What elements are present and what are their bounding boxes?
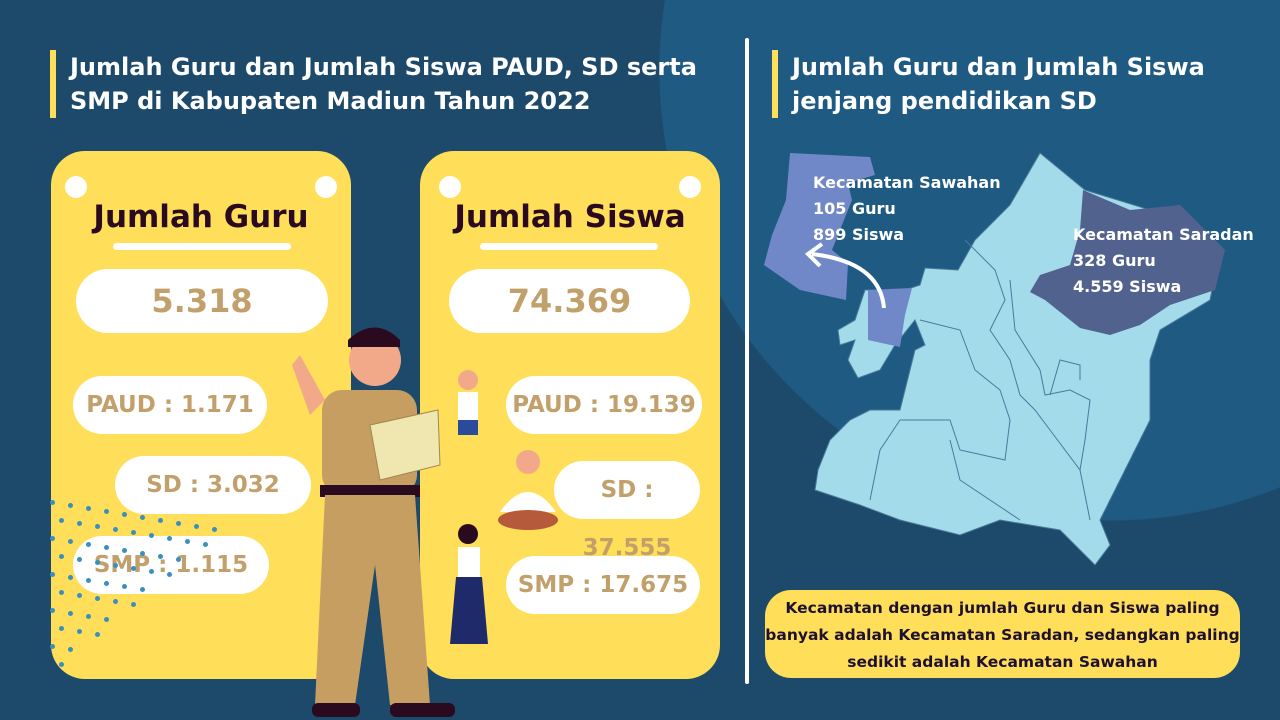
dot: [185, 539, 190, 544]
dot: [113, 563, 118, 568]
siswa-smp: SMP : 17.675: [506, 556, 700, 614]
dot: [68, 647, 73, 652]
siswa-heading: Jumlah Siswa: [454, 199, 686, 235]
sawahan-region-part: [868, 288, 912, 347]
dot: [77, 557, 82, 562]
dot: [95, 560, 100, 565]
dot: [68, 539, 73, 544]
dot: [122, 512, 127, 517]
dot: [68, 575, 73, 580]
card-hole: [315, 176, 337, 198]
siswa-paud: PAUD : 19.139: [506, 376, 702, 434]
dot: [104, 545, 109, 550]
guru-total: 5.318: [76, 269, 328, 333]
saradan-name: Kecamatan Saradan: [1073, 225, 1254, 244]
dot: [50, 608, 55, 613]
left-title: Jumlah Guru dan Jumlah Siswa PAUD, SD se…: [50, 50, 710, 118]
saradan-guru: 328 Guru: [1073, 251, 1156, 270]
sawahan-siswa: 899 Siswa: [813, 225, 905, 244]
dot: [50, 644, 55, 649]
dot: [149, 569, 154, 574]
dot: [158, 518, 163, 523]
dot: [131, 566, 136, 571]
dot: [50, 500, 55, 505]
dot: [77, 593, 82, 598]
divider: [745, 38, 749, 684]
dot: [140, 515, 145, 520]
dot: [176, 557, 181, 562]
dot: [59, 590, 64, 595]
dot: [77, 521, 82, 526]
card-hole: [439, 176, 461, 198]
heading-underline: [113, 243, 291, 250]
dot: [95, 632, 100, 637]
arrow-head-icon: [804, 242, 824, 268]
dot: [104, 617, 109, 622]
dot: [113, 599, 118, 604]
dot: [95, 596, 100, 601]
guru-sd: SD : 3.032: [115, 456, 311, 514]
dot: [167, 536, 172, 541]
student-illustrations: [450, 370, 558, 644]
guru-paud: PAUD : 1.171: [73, 376, 267, 434]
dot: [149, 533, 154, 538]
dot: [104, 581, 109, 586]
saradan-siswa: 4.559 Siswa: [1073, 277, 1182, 296]
guru-heading: Jumlah Guru: [93, 199, 309, 235]
dot: [86, 578, 91, 583]
dot: [176, 521, 181, 526]
dot: [104, 509, 109, 514]
arrow-icon: [811, 252, 886, 309]
dot: [77, 629, 82, 634]
saradan-region: [1030, 190, 1225, 335]
dot: [131, 530, 136, 535]
dot: [86, 614, 91, 619]
summary-note: Kecamatan dengan jumlah Guru dan Siswa p…: [765, 590, 1240, 678]
guru-card: Jumlah Guru 5.318 PAUD : 1.171 SD : 3.03…: [51, 151, 351, 679]
siswa-total: 74.369: [449, 269, 690, 333]
dot: [194, 524, 199, 529]
dot: [86, 506, 91, 511]
dot: [59, 662, 64, 667]
sawahan-name: Kecamatan Sawahan: [813, 173, 1001, 192]
right-title: Jumlah Guru dan Jumlah Siswa jenjang pen…: [772, 50, 1232, 118]
dot: [59, 518, 64, 523]
sawahan-guru: 105 Guru: [813, 199, 896, 218]
heading-underline: [480, 243, 658, 250]
dot: [50, 572, 55, 577]
dot: [50, 536, 55, 541]
dot: [68, 503, 73, 508]
dot: [158, 554, 163, 559]
dot: [167, 572, 172, 577]
teacher-illustration: [292, 327, 455, 717]
dot: [95, 524, 100, 529]
dot: [212, 527, 217, 532]
card-hole: [65, 176, 87, 198]
dot: [59, 626, 64, 631]
dot: [113, 527, 118, 532]
card-hole: [679, 176, 701, 198]
dot: [122, 584, 127, 589]
saradan-label: Kecamatan Saradan 328 Guru 4.559 Siswa: [1073, 222, 1254, 300]
dot: [122, 548, 127, 553]
sawahan-label: Kecamatan Sawahan 105 Guru 899 Siswa: [813, 170, 1001, 248]
siswa-sd: SD : 37.555: [554, 461, 700, 561]
dot: [203, 542, 208, 547]
dot: [68, 611, 73, 616]
dot: [140, 587, 145, 592]
dot: [131, 602, 136, 607]
dot: [86, 542, 91, 547]
dot: [140, 551, 145, 556]
dot: [59, 554, 64, 559]
